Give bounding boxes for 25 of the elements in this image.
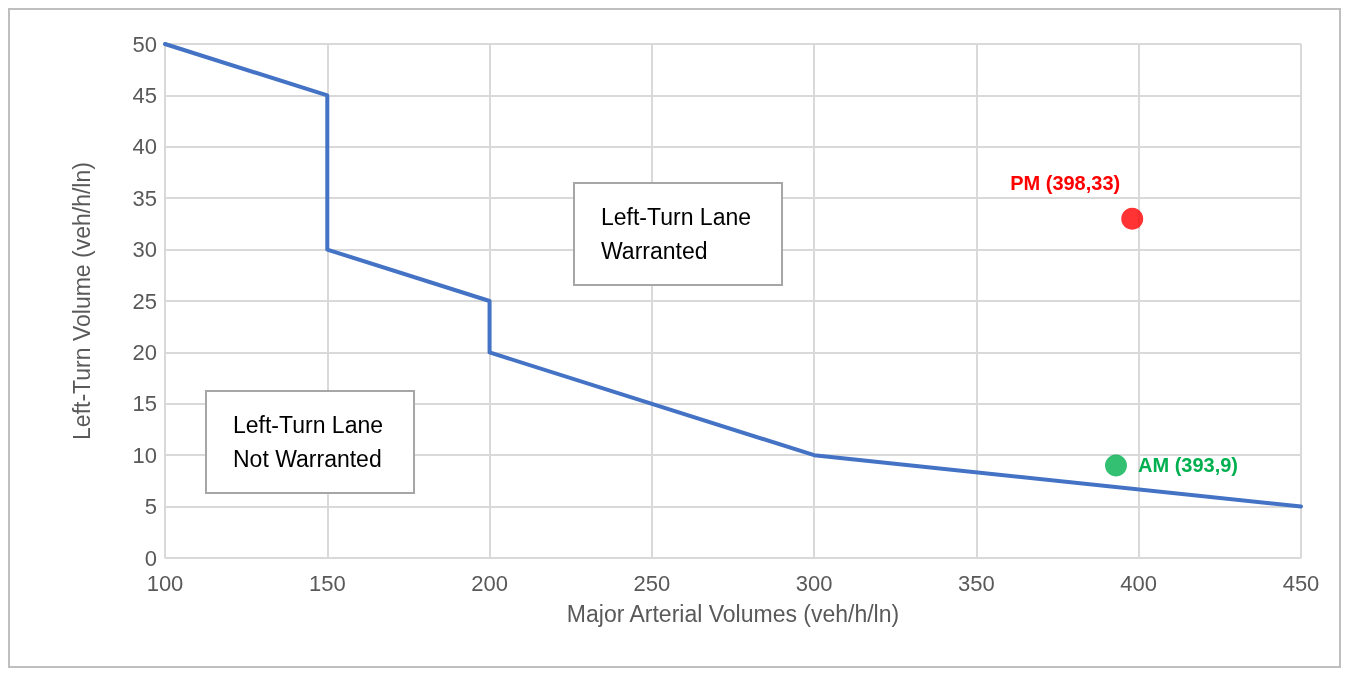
x-tick-label: 300: [795, 570, 833, 596]
x-tick-label: 250: [633, 570, 671, 596]
y-tick-label: 45: [132, 82, 157, 108]
y-tick-label: 0: [144, 545, 157, 571]
y-tick-label: 50: [132, 31, 157, 57]
x-tick-label: 150: [308, 570, 346, 596]
y-tick-label: 40: [132, 134, 157, 160]
y-tick-label: 20: [132, 339, 157, 365]
x-tick-label: 200: [471, 570, 508, 596]
x-tick-label: 450: [1282, 570, 1320, 596]
annotation: Left-Turn Lane Warranted: [601, 204, 752, 264]
x-tick-label: 400: [1120, 570, 1158, 596]
annotation: Left-Turn Lane Not Warranted: [233, 412, 384, 472]
y-axis-title: Left-Turn Volume (veh/h/ln): [68, 162, 95, 440]
x-axis-title: Major Arterial Volumes (veh/h/ln): [566, 600, 900, 627]
y-tick-label: 30: [132, 237, 157, 263]
y-tick-label: 5: [144, 494, 157, 520]
y-tick-label: 10: [132, 442, 157, 468]
annotation: PM (398,33): [1010, 171, 1121, 194]
x-tick-label: 100: [146, 570, 184, 596]
y-tick-label: 15: [132, 391, 157, 417]
x-tick-label: 350: [958, 570, 995, 596]
y-tick-label: 25: [132, 288, 157, 314]
annotation: AM (393,9): [1137, 454, 1239, 477]
y-tick-label: 35: [132, 185, 157, 211]
